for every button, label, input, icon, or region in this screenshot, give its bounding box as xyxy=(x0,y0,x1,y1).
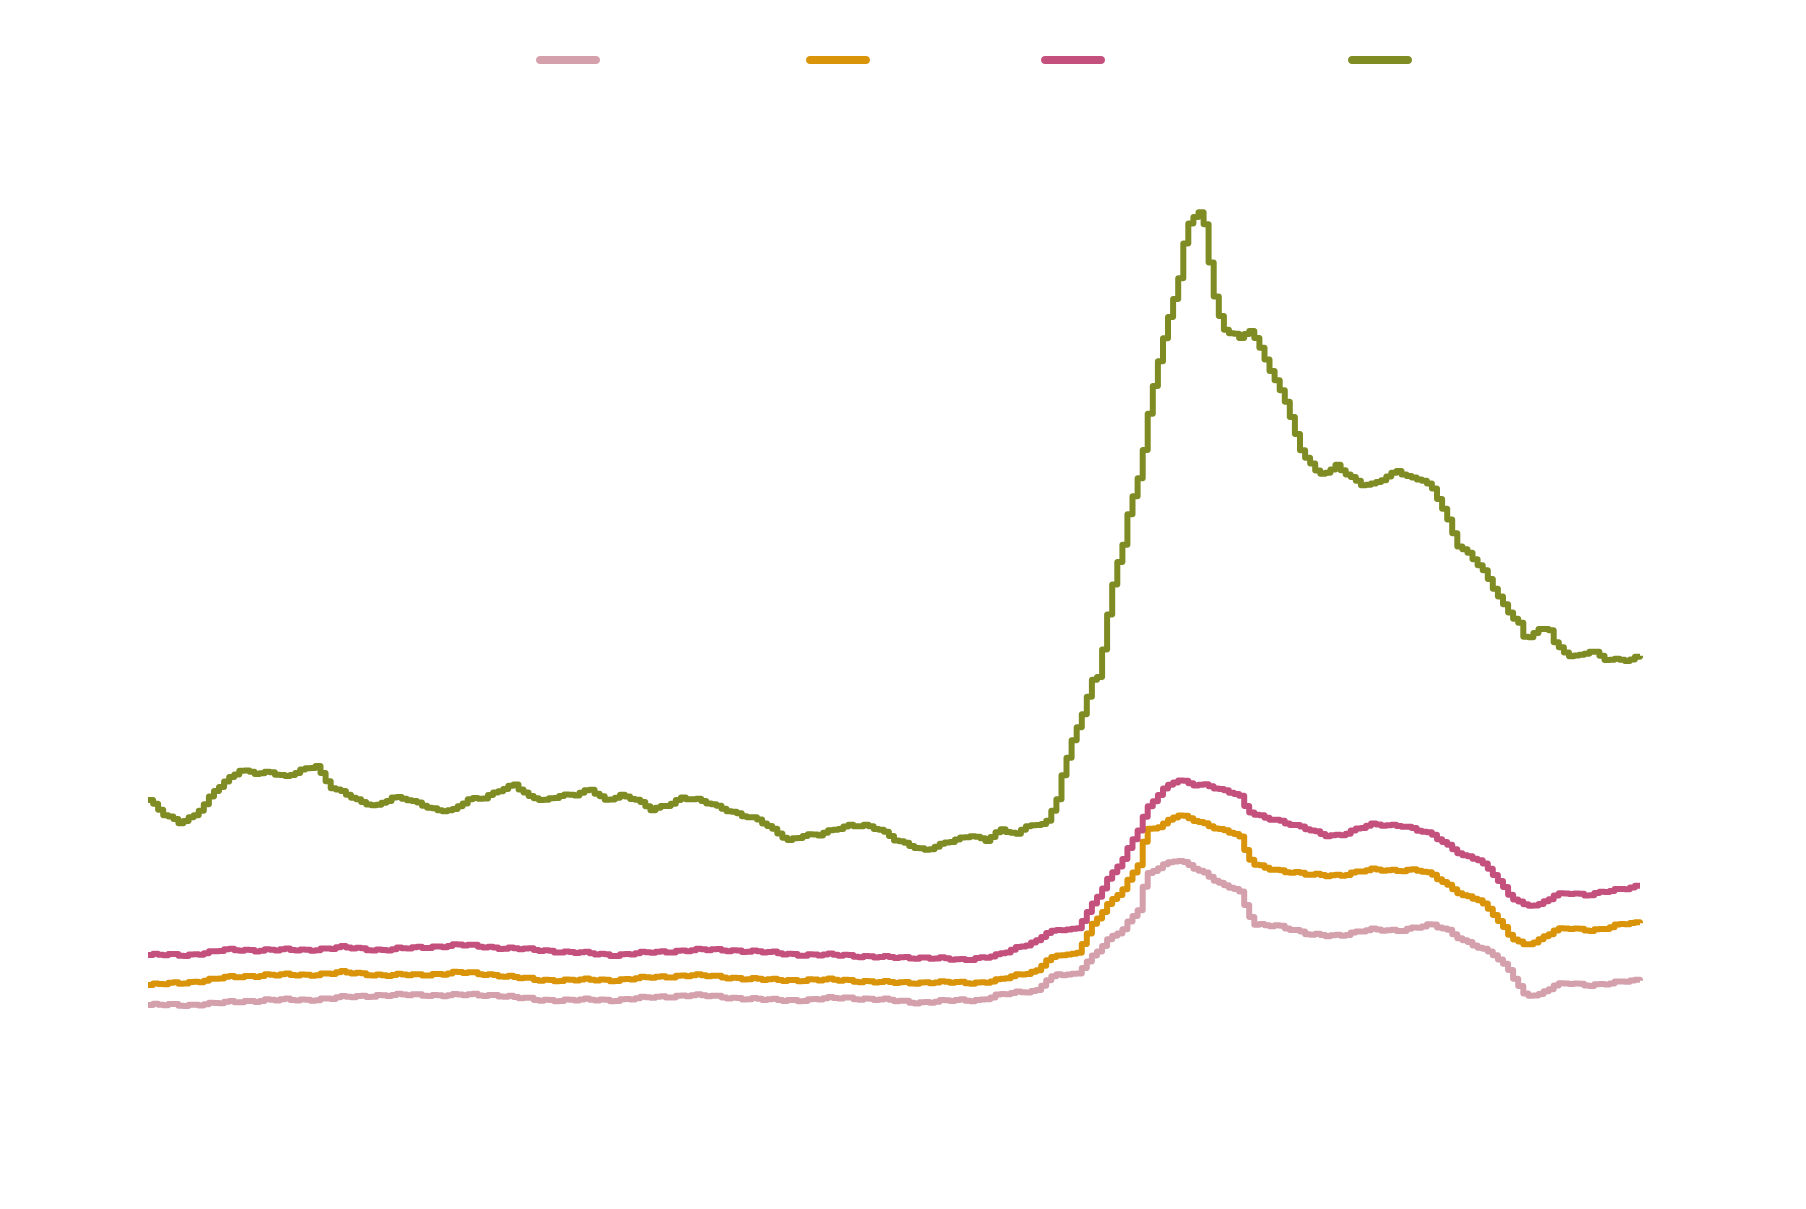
series-line-3 xyxy=(148,777,1640,963)
series-line-4 xyxy=(148,209,1643,853)
series-line-2 xyxy=(148,812,1643,988)
plot-area xyxy=(148,209,1643,1009)
series-line-1 xyxy=(148,858,1643,1009)
